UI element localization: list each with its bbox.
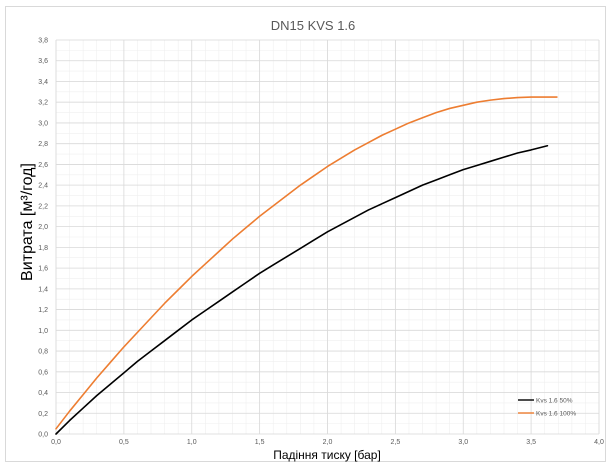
x-tick-label: 0,0 (51, 439, 61, 446)
x-axis-title: Падіння тиску [бар] (273, 448, 381, 462)
x-axis-ticks: 0,0 0,5 1,0 1,5 2,0 2,5 3,0 3,5 4,0 (51, 439, 604, 446)
y-axis-title: Витрата [м³/год] (19, 163, 36, 281)
x-tick-label: 4,0 (594, 439, 604, 446)
y-tick-label: 3,4 (38, 79, 48, 86)
legend-label-2: Kvs 1.6 100% (536, 410, 576, 417)
x-tick-label: 0,5 (119, 439, 129, 446)
series-line-1 (55, 144, 549, 435)
y-tick-label: 3,0 (38, 120, 48, 127)
y-tick-label: 1,6 (38, 266, 48, 273)
y-tick-label: 0,4 (38, 390, 48, 397)
x-tick-label: 1,0 (187, 439, 197, 446)
chart-frame (5, 6, 606, 462)
y-tick-label: 0,6 (38, 369, 48, 376)
chart-title: DN15 KVS 1.6 (271, 18, 356, 33)
y-tick-label: 3,6 (38, 58, 48, 65)
y-tick-label: 2,6 (38, 162, 48, 169)
x-tick-label: 2,0 (323, 439, 333, 446)
series-line-2 (55, 96, 558, 430)
y-tick-label: 1,8 (38, 245, 48, 252)
y-tick-label: 2,2 (38, 203, 48, 210)
y-tick-label: 1,0 (38, 328, 48, 335)
y-tick-label: 1,4 (38, 286, 48, 293)
series-layer (55, 96, 558, 435)
y-tick-label: 2,8 (38, 141, 48, 148)
x-tick-label: 1,5 (255, 439, 265, 446)
y-axis-ticks: 0,0 0,2 0,4 0,6 0,8 1,0 1,2 1,4 1,6 1,8 2,0 2,2 2,4 2… (38, 38, 48, 439)
y-tick-label: 2,0 (38, 224, 48, 231)
x-tick-label: 3,0 (458, 439, 468, 446)
y-tick-label: 0,0 (38, 432, 48, 439)
y-tick-label: 3,2 (38, 100, 48, 107)
y-tick-label: 0,2 (38, 411, 48, 418)
x-tick-label: 3,5 (526, 439, 536, 446)
legend-label-1: Kvs 1.6 50% (536, 397, 573, 404)
y-tick-label: 3,8 (38, 38, 48, 45)
x-tick-label: 2,5 (391, 439, 401, 446)
legend: Kvs 1.6 50% Kvs 1.6 100% (518, 397, 576, 417)
y-tick-label: 2,4 (38, 183, 48, 190)
major-gridlines (55, 39, 600, 435)
y-tick-label: 1,2 (38, 307, 48, 314)
y-tick-label: 0,8 (38, 349, 48, 356)
